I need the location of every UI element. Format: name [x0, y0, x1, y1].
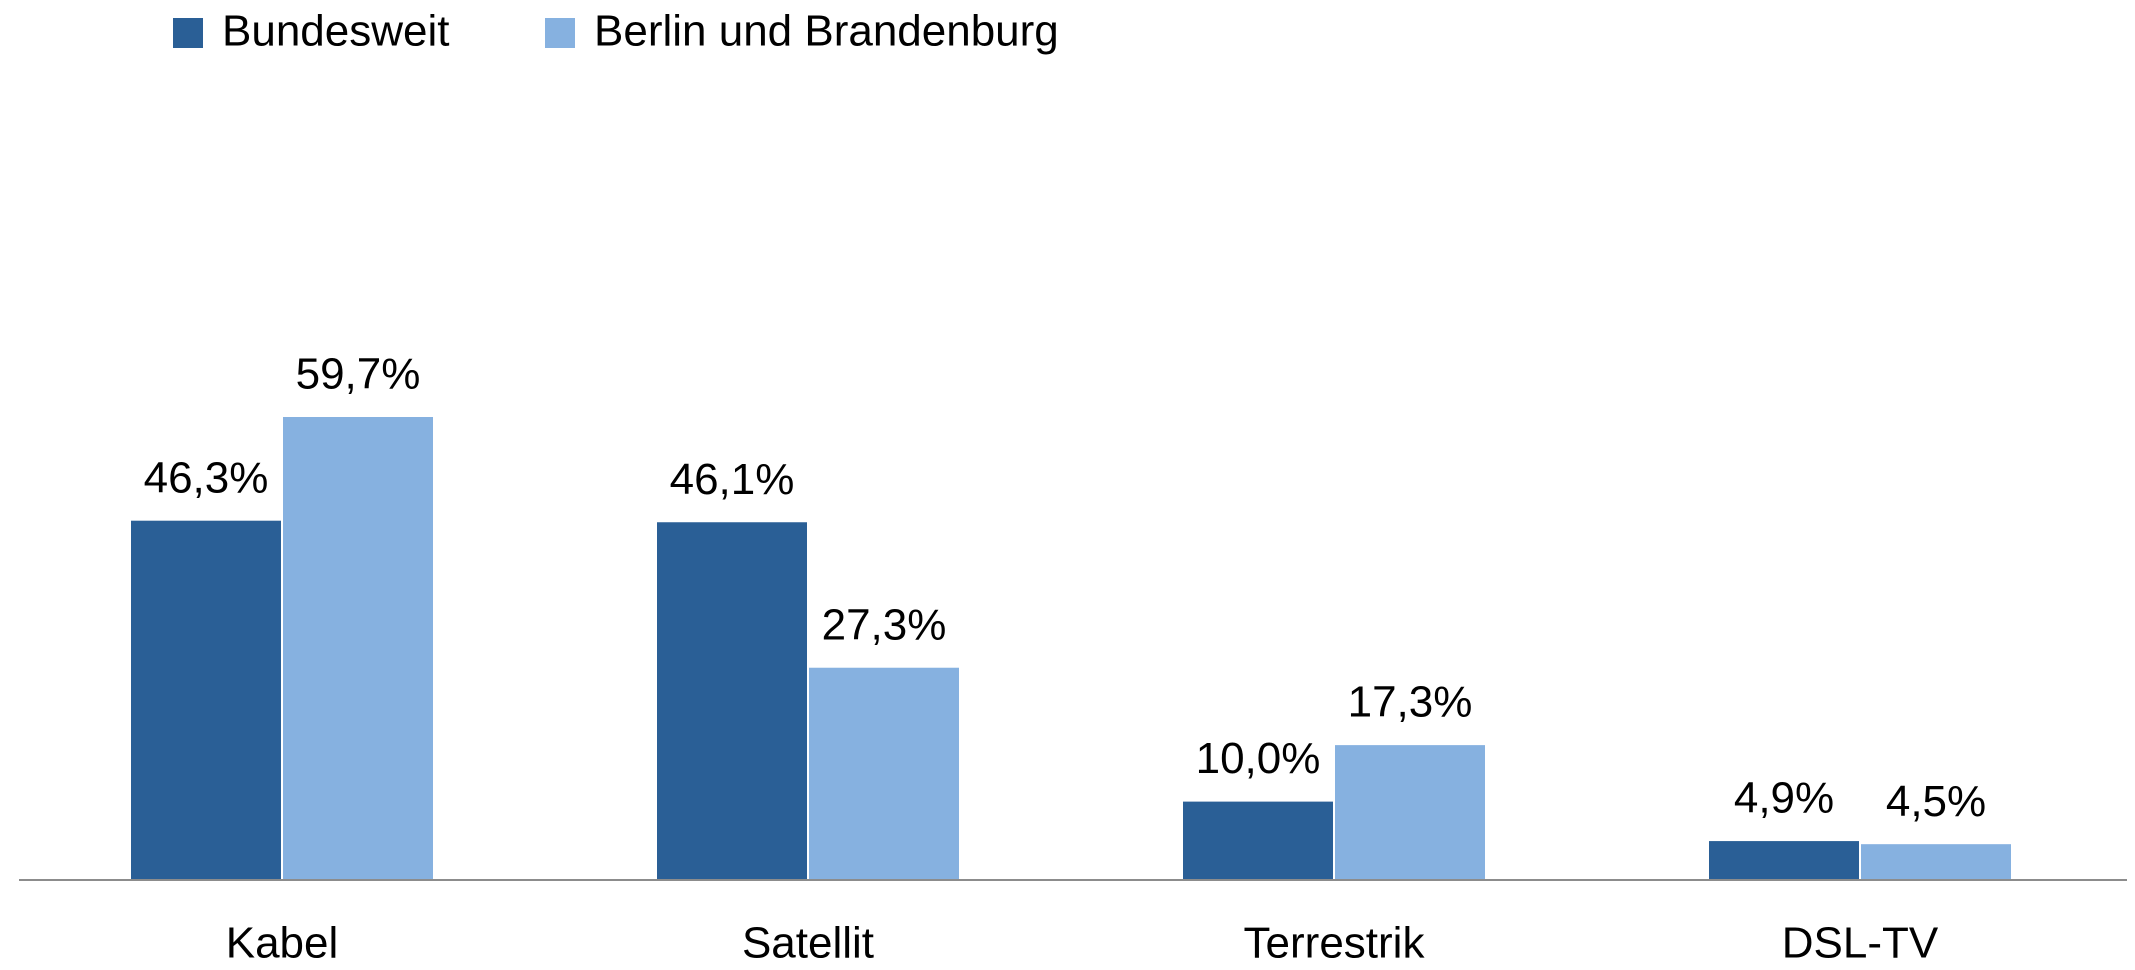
legend-label: Bundesweit [222, 7, 449, 56]
value-label: 4,5% [1886, 777, 1986, 826]
legend-swatch [545, 18, 575, 48]
bar [1861, 844, 2011, 879]
bar [1709, 841, 1859, 879]
legend-label: Berlin und Brandenburg [594, 7, 1059, 56]
bar [1183, 801, 1333, 879]
bar [657, 522, 807, 879]
legend-swatch [173, 18, 203, 48]
value-label: 17,3% [1348, 678, 1473, 727]
value-label: 27,3% [822, 600, 947, 649]
bar [809, 667, 959, 879]
value-label: 46,3% [144, 453, 269, 502]
value-label: 59,7% [296, 350, 421, 399]
bar [131, 520, 281, 879]
x-tick-label: Terrestrik [1244, 919, 1426, 968]
x-tick-label: Kabel [226, 919, 339, 968]
value-label: 10,0% [1196, 734, 1321, 783]
value-label: 4,9% [1734, 774, 1834, 823]
x-tick-label: Satellit [742, 919, 874, 968]
value-label: 46,1% [670, 455, 795, 504]
bar [1335, 745, 1485, 879]
bar [283, 417, 433, 879]
x-tick-label: DSL-TV [1782, 919, 1939, 968]
